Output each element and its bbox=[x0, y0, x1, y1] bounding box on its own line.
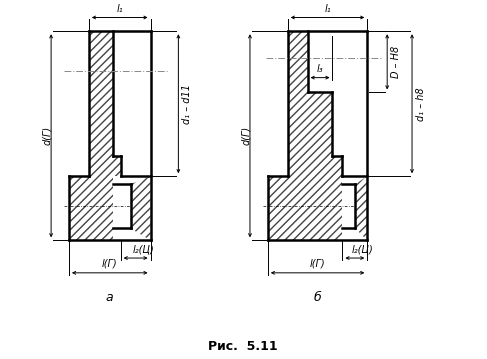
Text: l₂(Ц): l₂(Ц) bbox=[352, 244, 374, 254]
Text: l(Г): l(Г) bbox=[310, 259, 325, 269]
Text: l(Г): l(Г) bbox=[102, 259, 117, 269]
Text: d(Г): d(Г) bbox=[42, 126, 52, 145]
Text: d(Г): d(Г) bbox=[241, 126, 251, 145]
Text: l₁: l₁ bbox=[324, 4, 331, 14]
Text: d₁ – h8: d₁ – h8 bbox=[416, 87, 426, 121]
Text: l₂(Ц): l₂(Ц) bbox=[132, 244, 154, 254]
Text: l₃: l₃ bbox=[317, 64, 323, 74]
Text: б: б bbox=[314, 291, 321, 304]
Text: Рис.  5.11: Рис. 5.11 bbox=[208, 340, 278, 353]
Text: l₁: l₁ bbox=[116, 4, 123, 14]
Text: а: а bbox=[106, 291, 113, 304]
Text: d₁ – d11: d₁ – d11 bbox=[182, 84, 192, 124]
Text: D – H8: D – H8 bbox=[391, 46, 401, 78]
